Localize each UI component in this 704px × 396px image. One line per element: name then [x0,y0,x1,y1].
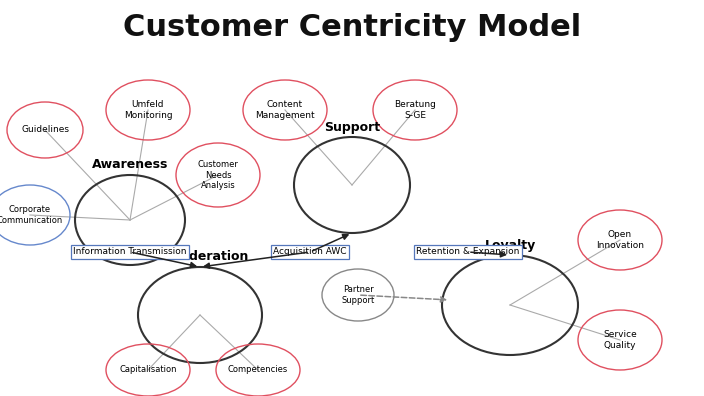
Text: Information Transmission: Information Transmission [73,248,187,257]
Text: Awareness: Awareness [92,158,168,171]
Text: Beratung
S-GE: Beratung S-GE [394,100,436,120]
Text: Guidelines: Guidelines [21,126,69,135]
Text: Open
Innovation: Open Innovation [596,230,644,250]
Text: Content
Management: Content Management [255,100,315,120]
Text: Consideration: Consideration [151,251,249,263]
Text: Capitalisation: Capitalisation [119,366,177,375]
Text: Competencies: Competencies [228,366,288,375]
Text: Support: Support [324,120,380,133]
Text: Customer Centricity Model: Customer Centricity Model [123,13,581,42]
Text: Acquisition AWC: Acquisition AWC [273,248,347,257]
Text: Loyalty: Loyalty [484,238,536,251]
Text: Umfeld
Monitoring: Umfeld Monitoring [124,100,172,120]
Text: Service
Quality: Service Quality [603,330,637,350]
Text: Corporate
Communication: Corporate Communication [0,205,63,225]
Text: Partner
Support: Partner Support [341,285,375,305]
Text: Retention & Expansion: Retention & Expansion [416,248,520,257]
Text: Customer
Needs
Analysis: Customer Needs Analysis [198,160,239,190]
